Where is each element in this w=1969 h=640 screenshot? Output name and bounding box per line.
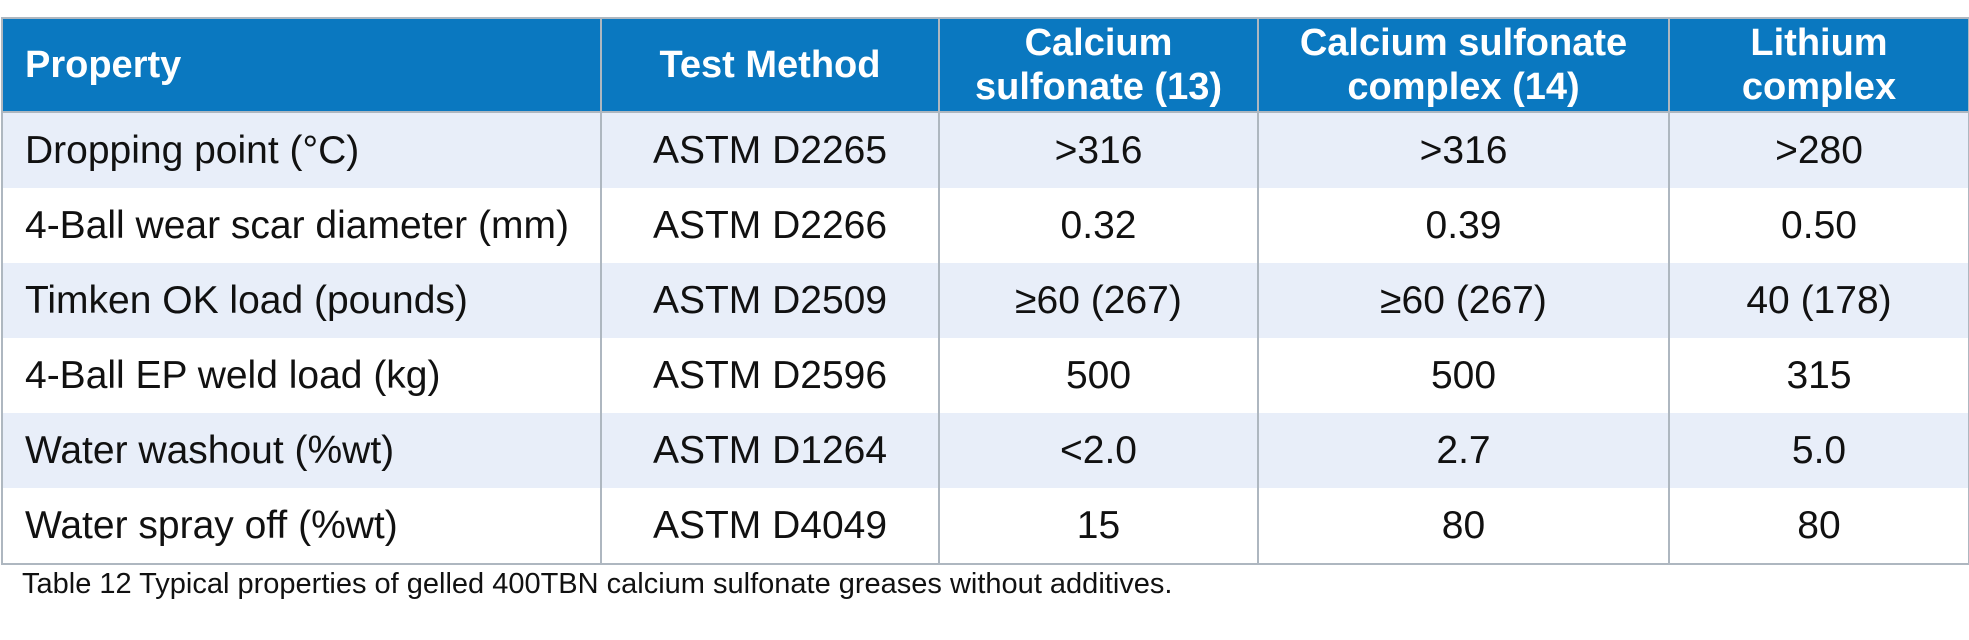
table-row: 4-Ball EP weld load (kg) ASTM D2596 500 … [1, 338, 1969, 413]
header-property: Property [1, 17, 602, 113]
table-body: Dropping point (°C) ASTM D2265 >316 >316… [1, 112, 1969, 565]
header-calcium-sulfonate-line-1: Calcium [1024, 22, 1173, 64]
cell-property: Water washout (%wt) [1, 413, 602, 488]
header-calcium-sulfonate-complex-line-1: Calcium sulfonate [1299, 22, 1628, 64]
header-calcium-sulfonate: Calcium sulfonate (13) [938, 17, 1259, 113]
cell-calcium-sulfonate-complex: 0.39 [1257, 188, 1670, 263]
cell-calcium-sulfonate-complex: ≥60 (267) [1257, 263, 1670, 338]
cell-test-method: ASTM D4049 [600, 488, 940, 565]
table-row: Water washout (%wt) ASTM D1264 <2.0 2.7 … [1, 413, 1969, 488]
header-lithium-complex-line-2: complex [1741, 66, 1897, 108]
header-test-method-line-1: Test Method [659, 44, 881, 86]
cell-calcium-sulfonate: 15 [938, 488, 1259, 565]
cell-calcium-sulfonate: >316 [938, 112, 1259, 188]
table-row: Water spray off (%wt) ASTM D4049 15 80 8… [1, 488, 1969, 565]
header-property-line-1: Property [25, 44, 182, 86]
cell-property: Water spray off (%wt) [1, 488, 602, 565]
cell-calcium-sulfonate: 0.32 [938, 188, 1259, 263]
cell-test-method: ASTM D2266 [600, 188, 940, 263]
header-lithium-complex: Lithium complex [1668, 17, 1969, 113]
cell-calcium-sulfonate-complex: >316 [1257, 112, 1670, 188]
cell-test-method: ASTM D2265 [600, 112, 940, 188]
cell-calcium-sulfonate-complex: 2.7 [1257, 413, 1670, 488]
header-row: Property Test Method Calcium sulfonate (… [1, 17, 1969, 113]
header-calcium-sulfonate-line-2: sulfonate (13) [974, 66, 1223, 108]
properties-table-container: Property Test Method Calcium sulfonate (… [1, 17, 1969, 565]
table-caption: Table 12 Typical properties of gelled 40… [22, 568, 1173, 600]
table-row: Dropping point (°C) ASTM D2265 >316 >316… [1, 112, 1969, 188]
cell-lithium-complex: 40 (178) [1668, 263, 1969, 338]
cell-property: 4-Ball wear scar diameter (mm) [1, 188, 602, 263]
cell-test-method: ASTM D2596 [600, 338, 940, 413]
cell-calcium-sulfonate: ≥60 (267) [938, 263, 1259, 338]
cell-test-method: ASTM D1264 [600, 413, 940, 488]
header-test-method: Test Method [600, 17, 940, 113]
header-calcium-sulfonate-complex-line-2: complex (14) [1347, 66, 1580, 108]
cell-calcium-sulfonate-complex: 500 [1257, 338, 1670, 413]
cell-property: Timken OK load (pounds) [1, 263, 602, 338]
cell-lithium-complex: >280 [1668, 112, 1969, 188]
cell-calcium-sulfonate-complex: 80 [1257, 488, 1670, 565]
cell-lithium-complex: 0.50 [1668, 188, 1969, 263]
cell-property: 4-Ball EP weld load (kg) [1, 338, 602, 413]
table-header: Property Test Method Calcium sulfonate (… [1, 17, 1969, 113]
cell-lithium-complex: 315 [1668, 338, 1969, 413]
cell-calcium-sulfonate: <2.0 [938, 413, 1259, 488]
header-lithium-complex-line-1: Lithium [1750, 22, 1888, 64]
header-calcium-sulfonate-complex: Calcium sulfonate complex (14) [1257, 17, 1670, 113]
table-row: 4-Ball wear scar diameter (mm) ASTM D226… [1, 188, 1969, 263]
cell-property: Dropping point (°C) [1, 112, 602, 188]
table-row: Timken OK load (pounds) ASTM D2509 ≥60 (… [1, 263, 1969, 338]
cell-calcium-sulfonate: 500 [938, 338, 1259, 413]
cell-lithium-complex: 5.0 [1668, 413, 1969, 488]
cell-lithium-complex: 80 [1668, 488, 1969, 565]
grease-properties-table: Property Test Method Calcium sulfonate (… [1, 17, 1969, 565]
cell-test-method: ASTM D2509 [600, 263, 940, 338]
